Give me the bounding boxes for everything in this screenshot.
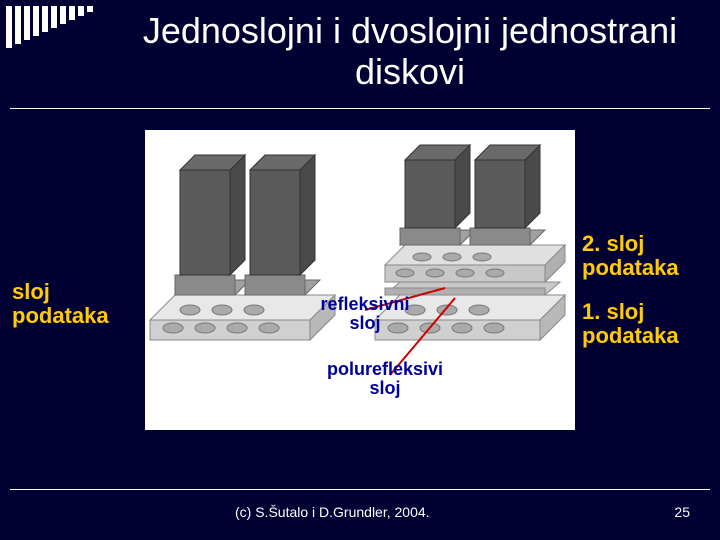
diagram-area: refleksivni sloj polurefleksivi sloj [145, 130, 575, 430]
label-1-sloj-podataka: 1. sloj podataka [582, 300, 679, 348]
page-number: 25 [674, 504, 690, 520]
label-2-sloj-podataka: 2. sloj podataka [582, 232, 679, 280]
title-underline [10, 108, 710, 109]
label-refleksivni: refleksivni sloj [315, 295, 415, 333]
copyright-text: (c) S.Šutalo i D.Grundler, 2004. [235, 504, 430, 520]
page-title: Jednoslojni i dvoslojni jednostrani disk… [120, 10, 700, 93]
comb-decoration [6, 6, 93, 48]
label-polurefleksivi: polurefleksivi sloj [320, 360, 450, 398]
label-sloj-podataka-left: sloj podataka [12, 280, 109, 328]
footer-divider [10, 489, 710, 490]
